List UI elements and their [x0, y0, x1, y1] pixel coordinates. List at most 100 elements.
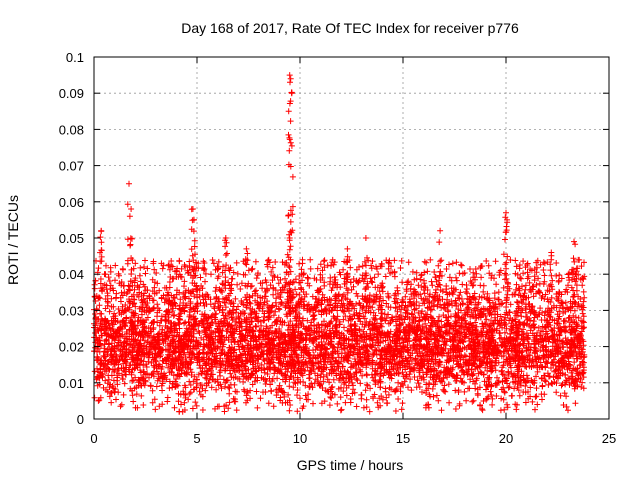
data-point [212, 288, 219, 295]
data-point [477, 402, 483, 408]
data-point [266, 375, 273, 382]
data-point [536, 280, 543, 287]
data-point [238, 362, 245, 369]
data-point [252, 357, 259, 364]
data-point [322, 387, 329, 394]
data-point [366, 408, 373, 415]
data-point [310, 400, 316, 407]
data-point [277, 294, 284, 301]
data-point [217, 287, 224, 294]
data-point [336, 269, 343, 276]
data-point [391, 298, 398, 305]
data-point [140, 281, 147, 288]
data-point [340, 388, 347, 395]
data-point [482, 353, 489, 360]
data-point [483, 316, 490, 323]
data-point [156, 287, 163, 294]
data-point [225, 311, 232, 317]
data-point [522, 282, 529, 289]
data-point [466, 385, 473, 392]
data-point [317, 271, 324, 278]
data-point [522, 383, 529, 389]
data-point [566, 277, 573, 284]
data-point [199, 292, 206, 299]
data-point [91, 394, 98, 401]
data-point [270, 312, 277, 319]
data-point [446, 274, 453, 281]
data-point [269, 277, 276, 284]
data-point [117, 347, 124, 354]
data-point [497, 313, 504, 320]
data-point [418, 330, 425, 337]
data-point [399, 362, 406, 369]
data-point [284, 327, 291, 333]
data-point [277, 276, 284, 283]
data-point [406, 315, 413, 322]
data-point [418, 284, 425, 290]
data-point [533, 385, 540, 392]
data-point [171, 404, 178, 411]
data-point [93, 357, 100, 364]
data-point [182, 384, 189, 391]
data-point [393, 386, 400, 392]
data-point [386, 260, 393, 267]
data-point [119, 372, 125, 379]
data-point [329, 383, 336, 390]
data-point [189, 405, 196, 412]
data-point [353, 369, 360, 376]
data-point [240, 378, 247, 385]
data-point [502, 311, 508, 318]
data-point [491, 314, 498, 321]
data-point [520, 293, 527, 300]
data-point [181, 320, 187, 327]
data-point [97, 340, 104, 347]
data-point [120, 391, 127, 398]
data-point [220, 376, 227, 383]
data-point [436, 313, 443, 320]
data-point [270, 403, 277, 410]
data-point [572, 299, 579, 306]
data-point [580, 276, 587, 283]
data-point [356, 358, 363, 365]
data-point [225, 384, 232, 391]
data-point [288, 332, 295, 339]
data-point [132, 260, 139, 267]
data-point [384, 347, 391, 354]
data-point [154, 280, 161, 287]
data-point [372, 284, 379, 291]
data-point [498, 334, 505, 341]
data-point [363, 371, 370, 378]
data-point [440, 386, 447, 393]
data-point [408, 387, 415, 394]
data-point [280, 287, 287, 294]
data-point [347, 343, 354, 350]
data-point [162, 356, 169, 363]
data-point [286, 337, 292, 343]
data-point [453, 277, 460, 284]
data-point [245, 376, 252, 383]
data-point [181, 349, 188, 356]
data-point [363, 364, 370, 371]
data-point [264, 355, 270, 362]
data-point [579, 302, 586, 309]
data-point [191, 308, 198, 315]
data-point [137, 343, 144, 350]
data-point [186, 258, 193, 265]
data-point [205, 294, 212, 301]
data-point [394, 284, 401, 291]
data-point [154, 309, 161, 316]
data-point [284, 368, 291, 375]
data-point [219, 309, 226, 316]
data-point [242, 320, 249, 326]
data-point [523, 372, 530, 379]
data-point [500, 251, 507, 258]
data-point [579, 358, 586, 365]
data-point [166, 329, 173, 335]
data-point [193, 301, 200, 308]
data-point [304, 364, 311, 371]
data-point [369, 258, 376, 265]
data-point [446, 290, 453, 297]
data-point [342, 345, 348, 352]
data-point [163, 284, 170, 291]
data-point [449, 366, 456, 373]
